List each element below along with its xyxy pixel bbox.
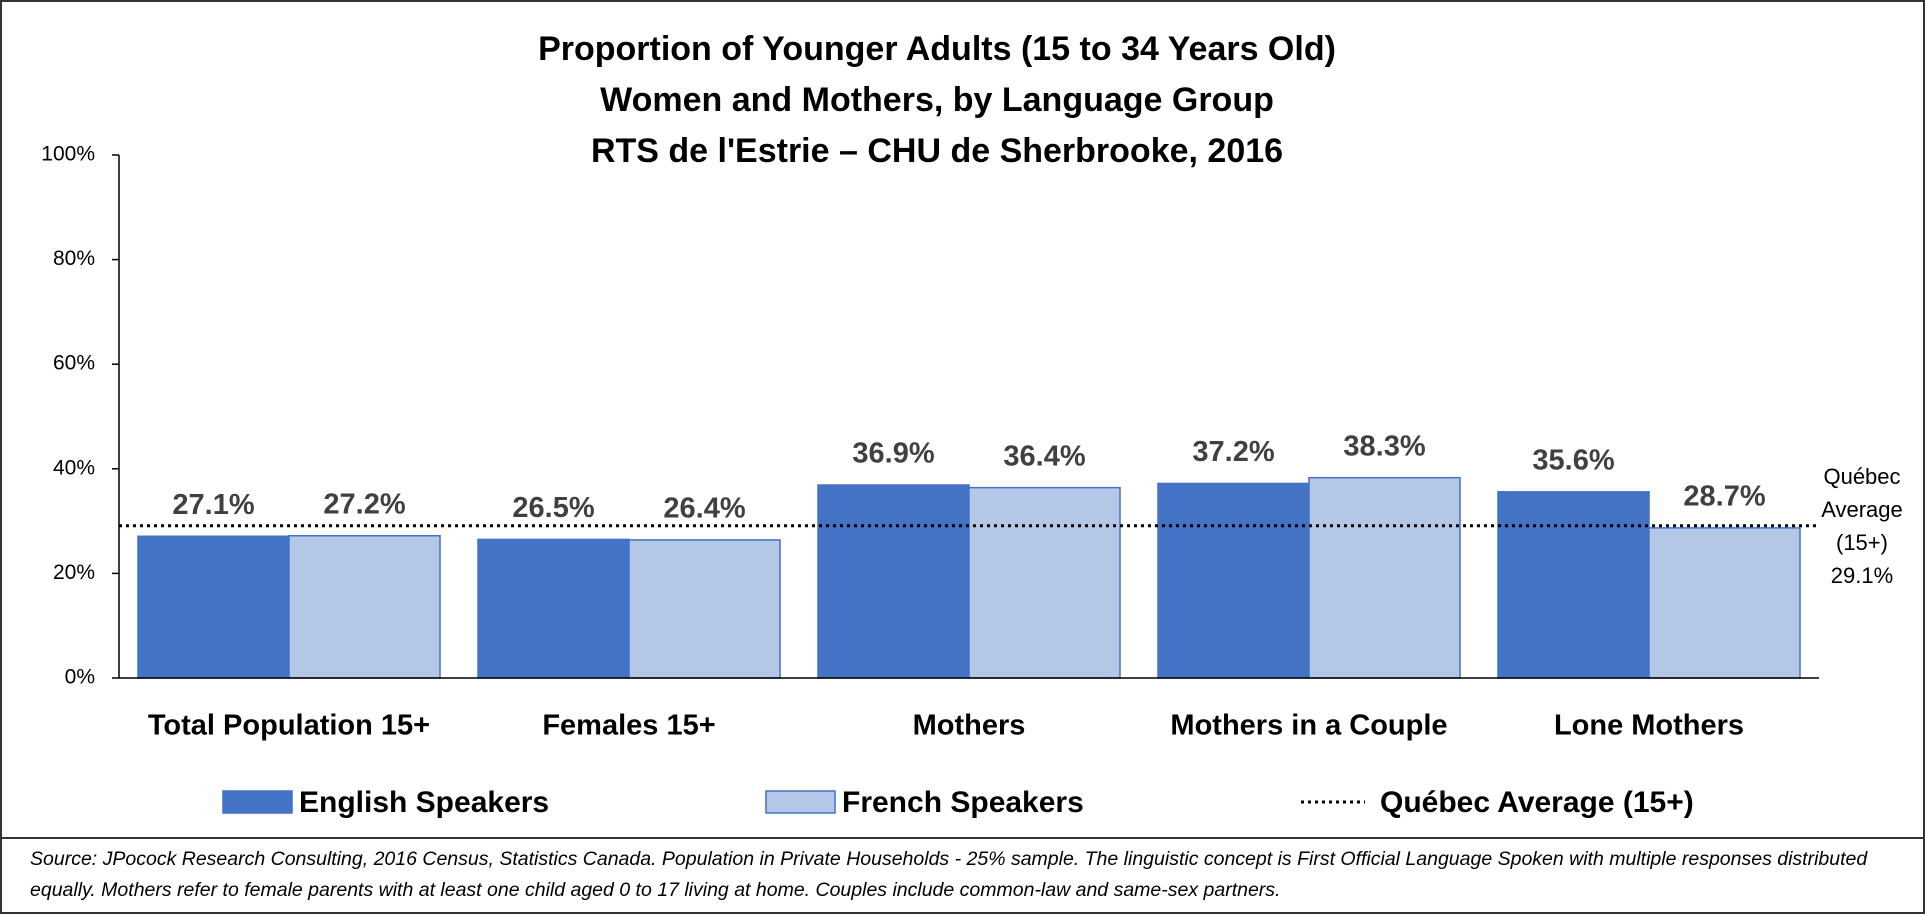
legend-label: Québec Average (15+) — [1380, 786, 1694, 819]
chart-title: Proportion of Younger Adults (15 to 34 Y… — [538, 30, 1336, 68]
separator — [2, 837, 1923, 839]
data-label: 36.9% — [852, 438, 934, 470]
footnote: Source: JPocock Research Consulting, 201… — [30, 848, 1868, 901]
y-tick-label: 60% — [53, 352, 95, 375]
bar — [1308, 476, 1461, 679]
x-tick-label: Total Population 15+ — [148, 710, 430, 742]
legend-label: English Speakers — [299, 786, 549, 819]
legend-swatch — [765, 790, 836, 814]
bar — [1648, 527, 1801, 679]
data-label: 26.4% — [663, 493, 745, 525]
legend-label: French Speakers — [842, 786, 1084, 819]
x-tick-label: Females 15+ — [542, 710, 715, 742]
y-tick-label: 0% — [65, 666, 95, 689]
reference-value: 29.1% — [1830, 563, 1894, 588]
legend-swatch — [222, 790, 293, 814]
reference-label: Québec Average (15+) 29.1% — [1814, 460, 1910, 592]
x-tick-label: Mothers in a Couple — [1170, 710, 1447, 742]
data-label: 26.5% — [512, 492, 594, 524]
bar — [1497, 491, 1650, 679]
y-tick-label: 80% — [53, 247, 95, 270]
x-tick-label: Lone Mothers — [1554, 710, 1744, 742]
bar — [137, 535, 290, 679]
data-label: 27.2% — [323, 488, 405, 520]
y-tick-label: 20% — [53, 561, 95, 584]
chart-title: Women and Mothers, by Language Group — [600, 81, 1274, 119]
data-label: 38.3% — [1343, 430, 1425, 462]
data-label: 37.2% — [1192, 436, 1274, 468]
chart: Proportion of Younger Adults (15 to 34 Y… — [41, 30, 1819, 819]
bar — [628, 539, 781, 679]
bar — [968, 486, 1121, 679]
bar — [817, 484, 970, 679]
bar — [288, 534, 441, 679]
x-tick-label: Mothers — [913, 710, 1026, 742]
reference-name: Québec Average (15+) — [1821, 464, 1903, 555]
data-label: 35.6% — [1532, 444, 1614, 476]
y-tick-label: 40% — [53, 456, 95, 479]
data-label: 36.4% — [1003, 440, 1085, 472]
data-label: 27.1% — [172, 489, 254, 521]
chart-title: RTS de l'Estrie – CHU de Sherbrooke, 201… — [591, 132, 1283, 170]
bar — [1157, 482, 1310, 679]
y-tick-label: 100% — [41, 143, 95, 166]
data-label: 28.7% — [1683, 481, 1765, 513]
bar — [477, 538, 630, 679]
